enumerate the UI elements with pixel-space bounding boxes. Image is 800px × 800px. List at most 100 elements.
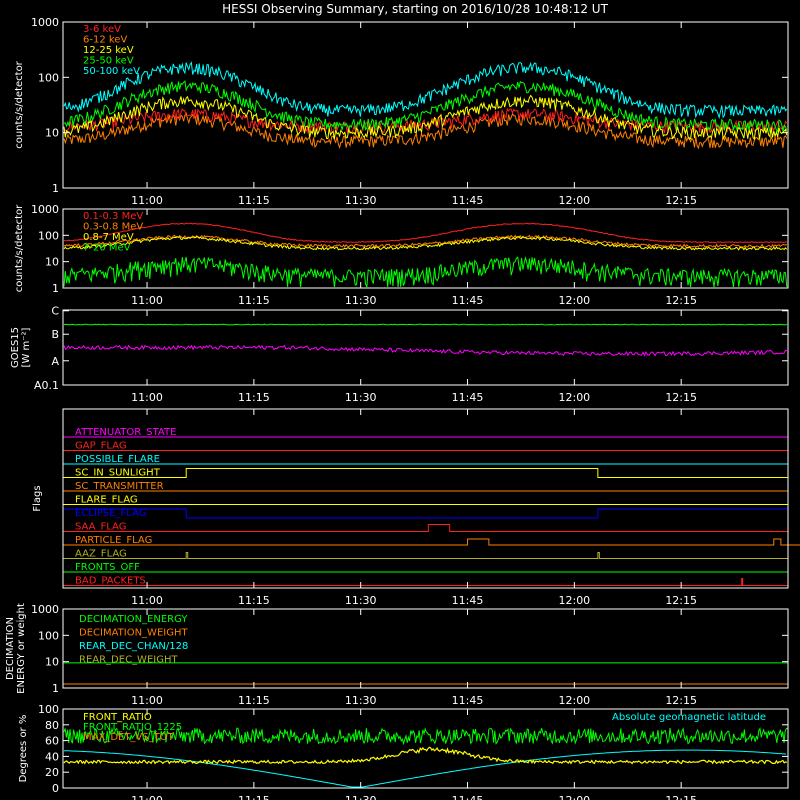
y-axis-label: [W m⁻²] bbox=[21, 327, 32, 367]
plot-frame bbox=[62, 408, 789, 589]
x-tick-label: 12:00 bbox=[558, 194, 590, 207]
y-axis-label: GOES15 bbox=[10, 327, 21, 368]
panel-ratios: 11:00 11:15 11:30 11:45 12:00 12:15 0 20 40 60 80 1… bbox=[18, 703, 789, 800]
x-tick-label: 11:15 bbox=[238, 594, 270, 607]
plot-frame bbox=[62, 608, 789, 689]
flag-line bbox=[63, 538, 800, 546]
y-tick-label: 20 bbox=[45, 766, 59, 779]
y-tick-label: 10 bbox=[45, 256, 59, 269]
y-axis-label: DECIMATION bbox=[5, 617, 16, 680]
series-line bbox=[63, 726, 788, 746]
plot-frame bbox=[62, 708, 789, 789]
x-tick-label: 12:15 bbox=[665, 794, 697, 800]
y-tick-label: 10 bbox=[45, 656, 59, 669]
y-tick-label: 1 bbox=[52, 182, 59, 195]
x-tick-label: 12:15 bbox=[665, 194, 697, 207]
legend-entry: 12-25 keV bbox=[83, 45, 134, 56]
y-tick-label: 1 bbox=[52, 282, 59, 295]
x-tick-label: 12:00 bbox=[558, 391, 590, 404]
flag-label: POSSIBLE_FLARE bbox=[75, 454, 160, 465]
y-tick-label: B bbox=[51, 328, 59, 341]
x-tick-label: 11:30 bbox=[345, 194, 377, 207]
series-line bbox=[63, 111, 788, 150]
legend-entry: 7-20 MeV bbox=[83, 243, 131, 254]
series-line bbox=[63, 749, 787, 788]
x-tick-label: 11:00 bbox=[131, 294, 163, 307]
series-line bbox=[63, 80, 788, 133]
y-tick-label: A0.1 bbox=[34, 379, 59, 392]
x-tick-label: 11:00 bbox=[131, 391, 163, 404]
annotation-label: Absolute geomagnetic latitude bbox=[612, 712, 766, 723]
y-axis-label: Flags bbox=[32, 485, 43, 511]
legend-entry: 0.8-7 MeV bbox=[83, 232, 134, 243]
flag-label: PARTICLE_FLAG bbox=[75, 535, 152, 546]
x-tick-label: 11:00 bbox=[131, 794, 163, 800]
x-tick-label: 12:15 bbox=[665, 294, 697, 307]
series-line bbox=[63, 344, 788, 357]
x-tick-label: 11:30 bbox=[345, 391, 377, 404]
flag-label: SC_IN_SUNLIGHT bbox=[75, 468, 161, 479]
y-tick-label: 100 bbox=[38, 229, 59, 242]
y-tick-label: 1000 bbox=[31, 603, 59, 616]
y-tick-label: 100 bbox=[38, 71, 59, 84]
y-tick-label: A bbox=[51, 355, 59, 368]
plot-frame bbox=[62, 21, 789, 189]
x-tick-label: 12:15 bbox=[665, 694, 697, 707]
x-tick-label: 11:45 bbox=[452, 194, 484, 207]
series-line bbox=[63, 235, 788, 251]
x-tick-label: 12:00 bbox=[558, 594, 590, 607]
legend-entry: MAX_DET_VS_TOT bbox=[83, 732, 175, 743]
x-tick-label: 11:15 bbox=[238, 391, 270, 404]
x-tick-label: 11:15 bbox=[238, 694, 270, 707]
x-tick-label: 11:45 bbox=[452, 694, 484, 707]
x-tick-label: 11:15 bbox=[238, 794, 270, 800]
flag-label: GAP_FLAG bbox=[75, 441, 127, 452]
x-tick-label: 12:00 bbox=[558, 694, 590, 707]
y-axis-label: ENERGY or weight bbox=[16, 603, 27, 694]
y-tick-label: 80 bbox=[45, 719, 59, 732]
flag-label: SAA_FLAG bbox=[75, 522, 126, 533]
flag-label: ECLIPSE_FLAG bbox=[75, 508, 146, 519]
panels: 11:00 11:15 11:30 11:45 12:00 12:151101001000… bbox=[5, 16, 800, 800]
legend-entry: 0.3-0.8 MeV bbox=[83, 222, 143, 233]
y-axis-label: counts/s/detector bbox=[14, 204, 25, 292]
series-line bbox=[63, 107, 788, 134]
y-tick-label: 10 bbox=[45, 127, 59, 140]
panel-gamma-counts: 11:00 11:15 11:30 11:45 12:00 12:15 1 10 100 1000… bbox=[14, 203, 789, 307]
y-tick-label: 40 bbox=[45, 750, 59, 763]
x-tick-label: 11:00 bbox=[131, 694, 163, 707]
x-tick-label: 11:30 bbox=[345, 694, 377, 707]
y-tick-label: 1 bbox=[52, 682, 59, 695]
panel-goes: 11:00 11:15 11:30 11:45 12:00 12:15 A0.1 A BC GOE… bbox=[10, 305, 789, 404]
legend-entry: 0.1-0.3 MeV bbox=[83, 211, 143, 222]
x-tick-label: 11:30 bbox=[345, 294, 377, 307]
series-line bbox=[63, 94, 788, 141]
x-tick-label: 11:30 bbox=[345, 594, 377, 607]
flag-line bbox=[63, 508, 788, 519]
flag-label: ATTENUATOR_STATE bbox=[75, 427, 176, 438]
legend-entry: 25-50 keV bbox=[83, 56, 134, 67]
legend-entry: DECIMATION_ENERGY bbox=[79, 614, 188, 625]
x-tick-label: 12:00 bbox=[558, 794, 590, 800]
y-axis-label: counts/s/detector bbox=[14, 60, 25, 148]
legend-entry: 50-100 keV bbox=[83, 66, 140, 77]
series-line bbox=[63, 323, 788, 326]
series-line bbox=[63, 234, 787, 249]
series-line bbox=[63, 61, 788, 120]
x-tick-label: 11:15 bbox=[238, 194, 270, 207]
plot-frame bbox=[62, 208, 789, 289]
x-tick-label: 11:00 bbox=[131, 194, 163, 207]
panel-decimation: 11:00 11:15 11:30 11:45 12:00 12:15 1 10 100 1000… bbox=[5, 603, 789, 707]
panel-xray-counts: 11:00 11:15 11:30 11:45 12:00 12:15 1 10 100 1000… bbox=[14, 16, 789, 207]
x-tick-label: 12:00 bbox=[558, 294, 590, 307]
y-tick-label: 100 bbox=[38, 629, 59, 642]
y-tick-label: 1000 bbox=[31, 203, 59, 216]
x-tick-label: 12:15 bbox=[665, 391, 697, 404]
y-tick-label: 60 bbox=[45, 735, 59, 748]
flag-line bbox=[63, 552, 788, 559]
x-tick-label: 12:15 bbox=[665, 594, 697, 607]
flag-line bbox=[63, 468, 788, 478]
flag-line bbox=[63, 524, 788, 532]
flag-label: SC_TRANSMITTER bbox=[75, 481, 164, 492]
